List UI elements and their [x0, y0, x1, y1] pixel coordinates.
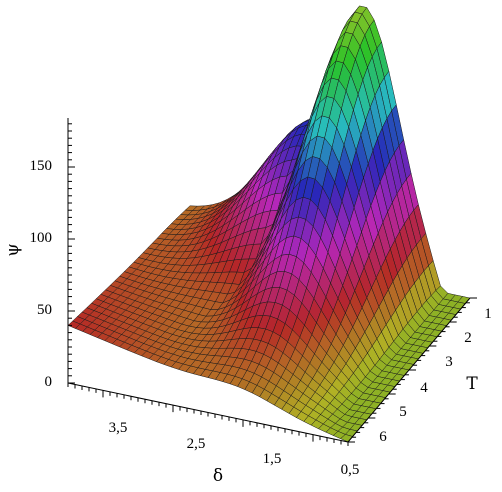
z-tick-label-3: 150 — [30, 158, 53, 174]
x-tick-label-0: 3,5 — [109, 420, 128, 436]
axes-layer: 0 50 100 150 ψ 3,5 2,5 1,5 0,5 δ 1 2 3 4… — [3, 118, 492, 486]
x-tick-label-3: 0,5 — [341, 462, 360, 478]
z-tick-label-2: 100 — [30, 230, 53, 246]
y-tick-label-5: 6 — [379, 429, 387, 445]
y-tick-label-1: 2 — [464, 330, 472, 346]
z-tick-label-0: 0 — [45, 374, 53, 390]
y-axis-title: T — [466, 374, 478, 394]
y-axis-ticks — [348, 297, 477, 443]
x-axis-title: δ — [213, 466, 223, 486]
z-axis-title: ψ — [3, 243, 23, 256]
x-tick-label-1: 2,5 — [187, 436, 206, 452]
x-tick-label-2: 1,5 — [263, 451, 282, 467]
x-axis-ticks — [67, 383, 349, 446]
y-tick-label-4: 5 — [399, 404, 407, 420]
y-tick-label-2: 3 — [445, 354, 453, 370]
z-tick-label-1: 50 — [37, 302, 52, 318]
surface-layer — [67, 5, 471, 443]
y-tick-label-0: 1 — [484, 306, 492, 322]
y-tick-label-3: 4 — [420, 380, 428, 396]
z-axis-ticks — [68, 123, 75, 384]
